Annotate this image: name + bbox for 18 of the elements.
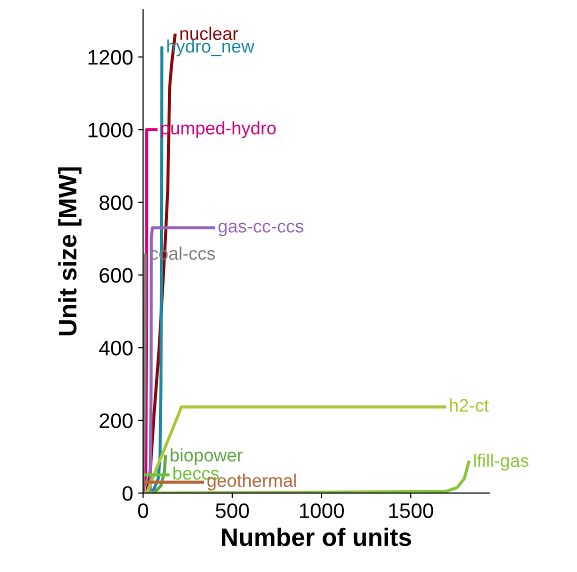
x-tick-label: 1000	[300, 503, 344, 518]
series-label: lfill-gas	[474, 454, 528, 471]
series-label: nuclear	[180, 26, 238, 40]
y-tick-label: 200	[100, 413, 133, 428]
y-axis-title: Unit size [MW]	[58, 167, 82, 336]
series-label: gas-cc-ccs	[218, 222, 304, 236]
y-tick-label: 1000	[88, 122, 133, 138]
x-tick-label: 0	[138, 503, 148, 518]
x-tick-label: 1500	[389, 503, 434, 518]
x-axis-title: Number of units	[222, 528, 412, 546]
y-tick-label: 600	[100, 268, 133, 283]
x-tick-label: 500	[216, 503, 249, 518]
y-tick-label: 400	[99, 340, 133, 356]
series-label: h2-ct	[450, 398, 489, 412]
series-label: biopower	[170, 448, 243, 466]
y-tick-label: 0	[122, 486, 133, 501]
y-tick-label: 800	[100, 195, 133, 210]
y-tick-label: 1200	[88, 50, 133, 65]
